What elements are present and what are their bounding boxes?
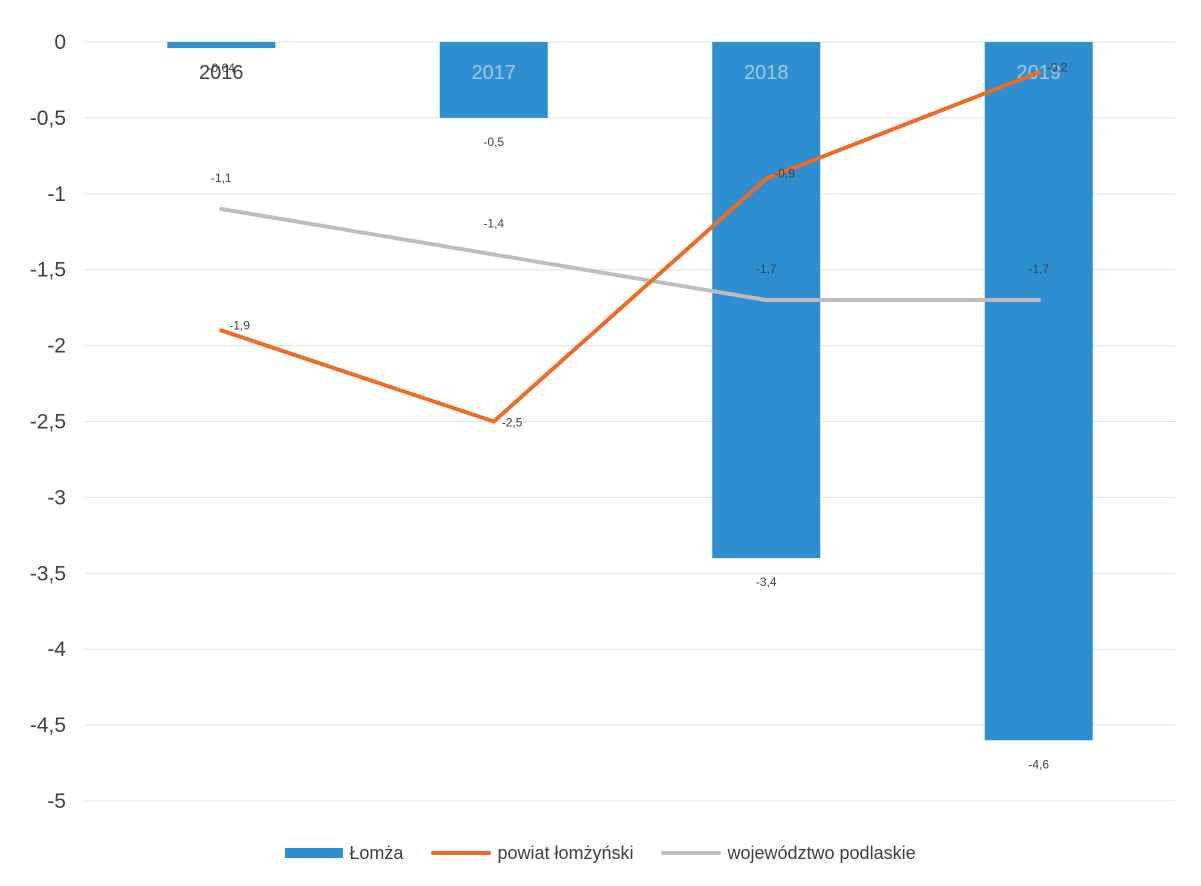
data-label-wojewodztwo: -1,7 bbox=[756, 262, 777, 276]
y-tick-label: -3 bbox=[47, 486, 66, 509]
y-tick-label: -2 bbox=[47, 335, 66, 358]
y-tick-label: 0 bbox=[54, 31, 66, 54]
series-line-wojewodztwo bbox=[219, 206, 1041, 303]
legend-item-lomza: Łomża bbox=[285, 843, 403, 864]
data-label-wojewodztwo: -1,4 bbox=[483, 217, 504, 231]
bar-lomza bbox=[439, 42, 548, 118]
y-tick-label: -5 bbox=[47, 790, 66, 813]
series-line-powiat bbox=[219, 70, 1041, 424]
legend-item-wojewodztwo: województwo podlaskie bbox=[661, 842, 916, 864]
y-tick-label: -1,5 bbox=[30, 259, 66, 282]
data-point-wojewodztwo bbox=[491, 252, 496, 257]
data-label-powiat: -1,9 bbox=[229, 318, 250, 332]
y-tick-label: -2,5 bbox=[30, 411, 66, 434]
data-point-wojewodztwo bbox=[764, 298, 769, 303]
y-tick-label: -4 bbox=[47, 638, 66, 661]
chart-legend: Łomża powiat łomżyński województwo podla… bbox=[0, 838, 1201, 868]
bar-lomza bbox=[167, 42, 276, 49]
y-tick-label: -4,5 bbox=[30, 714, 66, 737]
data-label-wojewodztwo: -1,7 bbox=[1028, 262, 1049, 276]
data-point-powiat bbox=[1036, 70, 1041, 75]
y-tick-label: -0,5 bbox=[30, 107, 66, 130]
data-label-powiat: -0,9 bbox=[774, 167, 795, 181]
data-label-lomza: -3,4 bbox=[756, 575, 777, 589]
y-tick-label: -1 bbox=[47, 183, 66, 206]
data-point-wojewodztwo bbox=[219, 206, 224, 211]
data-point-wojewodztwo bbox=[1036, 298, 1041, 303]
data-label-lomza: -0,04 bbox=[208, 61, 236, 75]
data-label-wojewodztwo: -1,1 bbox=[211, 171, 232, 185]
bar-lomza bbox=[984, 42, 1093, 741]
data-label-lomza: -0,5 bbox=[483, 135, 504, 149]
data-point-powiat bbox=[764, 176, 769, 181]
legend-swatch-powiat bbox=[431, 851, 492, 855]
x-tick-label: 2017 bbox=[472, 62, 517, 84]
legend-swatch-wojewodztwo bbox=[661, 851, 722, 855]
data-label-powiat: -2,5 bbox=[502, 416, 523, 430]
data-point-powiat bbox=[219, 328, 224, 333]
x-tick-label: 2016 bbox=[199, 62, 244, 84]
legend-label-wojewodztwo: województwo podlaskie bbox=[727, 842, 916, 863]
data-label-lomza: -4,6 bbox=[1028, 757, 1049, 771]
data-label-powiat: -0,2 bbox=[1047, 60, 1068, 74]
legend-label-powiat: powiat łomżyński bbox=[497, 842, 634, 863]
legend-item-powiat: powiat łomżyński bbox=[431, 843, 633, 864]
y-tick-label: -3,5 bbox=[30, 562, 66, 585]
legend-label-lomza: Łomża bbox=[349, 842, 404, 863]
data-point-powiat bbox=[491, 419, 496, 424]
legend-swatch-lomza bbox=[285, 848, 344, 858]
x-tick-label: 2018 bbox=[744, 62, 789, 84]
